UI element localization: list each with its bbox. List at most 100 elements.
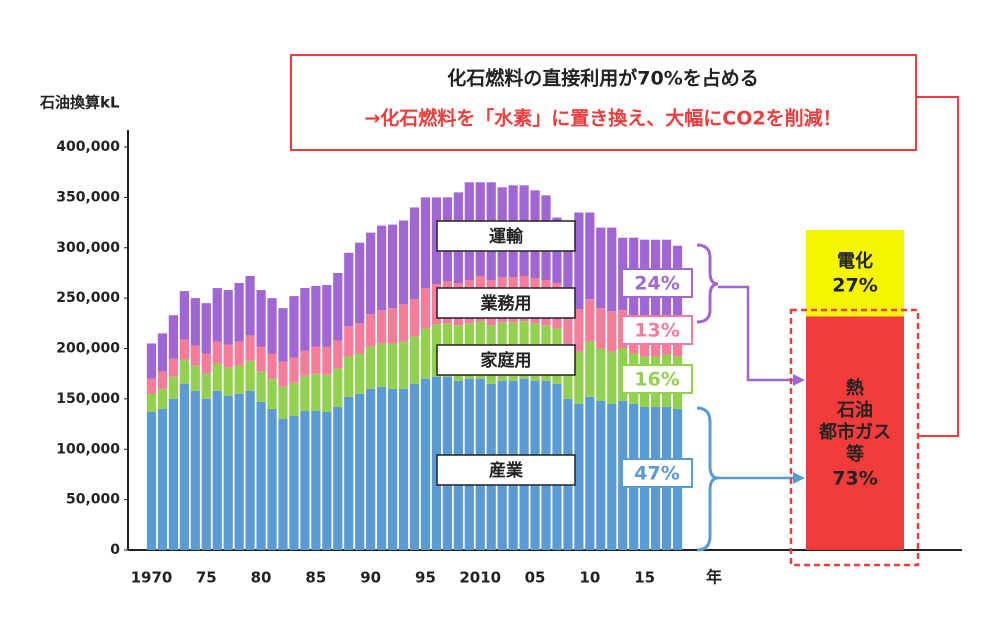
bar-segment bbox=[377, 225, 387, 311]
share-box bbox=[621, 315, 693, 345]
bar-segment bbox=[377, 386, 387, 550]
bar-segment bbox=[223, 367, 233, 396]
bar-segment bbox=[398, 388, 409, 550]
x-tick-label: 2010 bbox=[459, 569, 501, 587]
bar-segment bbox=[168, 376, 179, 399]
bar-segment bbox=[344, 356, 354, 397]
bar-segment bbox=[607, 351, 617, 404]
bar-segment bbox=[168, 358, 179, 377]
bar-segment bbox=[387, 224, 398, 309]
bar-segment bbox=[212, 341, 222, 364]
bar-segment bbox=[596, 227, 606, 309]
bar-segment bbox=[289, 416, 299, 550]
y-tick-label: 300,000 bbox=[56, 240, 120, 256]
y-label: 石油換算kL bbox=[39, 94, 120, 112]
bar-segment bbox=[344, 326, 354, 357]
bar-segment bbox=[190, 365, 200, 391]
bar-segment bbox=[234, 283, 244, 342]
bar-segment bbox=[289, 382, 299, 417]
y-tick-label: 400,000 bbox=[56, 139, 120, 155]
bar-segment bbox=[300, 410, 310, 550]
bar-segment bbox=[157, 388, 168, 409]
headline-box bbox=[290, 54, 917, 151]
bar-segment bbox=[256, 290, 266, 347]
bar-segment bbox=[201, 353, 211, 374]
mix-value: 27% bbox=[832, 275, 877, 297]
bar-segment bbox=[355, 393, 365, 550]
bar-segment bbox=[146, 378, 157, 394]
bar-segment bbox=[201, 303, 211, 354]
share-label: 13% bbox=[634, 320, 679, 342]
bar-segment bbox=[289, 296, 299, 358]
bar-segment bbox=[245, 390, 255, 550]
bar-segment bbox=[585, 299, 595, 342]
bar-segment bbox=[355, 242, 365, 324]
y-tick-label: 50,000 bbox=[66, 492, 120, 508]
x-unit: 年 bbox=[706, 568, 722, 587]
bar-segment bbox=[267, 353, 277, 379]
bar-segment bbox=[366, 314, 376, 347]
bar-segment bbox=[311, 346, 321, 374]
bar-segment bbox=[585, 341, 595, 397]
bar-segment bbox=[574, 309, 584, 352]
x-tick-label: 05 bbox=[525, 569, 546, 587]
share-label: 24% bbox=[634, 273, 679, 295]
brackets bbox=[696, 243, 805, 552]
bar-segment bbox=[212, 288, 222, 342]
bar-segment bbox=[300, 350, 310, 376]
bar-segment bbox=[333, 272, 343, 341]
bar-segment bbox=[223, 344, 233, 368]
bar-segment bbox=[223, 290, 233, 345]
bar-segment bbox=[179, 291, 189, 340]
mix-segment bbox=[806, 230, 904, 317]
x-tick-label: 75 bbox=[196, 569, 217, 587]
bar-segment bbox=[398, 341, 409, 389]
bar-segment bbox=[420, 328, 431, 379]
series-label: 家庭用 bbox=[481, 350, 532, 371]
bar-segment bbox=[563, 304, 573, 347]
x-tick-label: 1970 bbox=[131, 569, 173, 587]
bar-segment bbox=[387, 308, 398, 344]
bar-segment bbox=[278, 386, 288, 420]
subtitle: →化石燃料を「水素」に置き換え、大幅にCO2を削減！ bbox=[364, 107, 841, 130]
bar-segment bbox=[311, 410, 321, 550]
connector bbox=[916, 96, 959, 437]
bar-segment bbox=[311, 373, 321, 411]
share-box bbox=[621, 268, 693, 298]
bar-segment bbox=[300, 288, 310, 351]
bar-segment bbox=[377, 343, 387, 387]
bar-segment bbox=[322, 285, 332, 347]
bar-segment bbox=[596, 348, 606, 401]
bar-segment bbox=[146, 343, 157, 379]
series-label-box bbox=[436, 287, 576, 319]
bar-segment bbox=[344, 252, 354, 327]
series-label-box bbox=[436, 454, 576, 486]
bar-segment bbox=[234, 365, 244, 394]
series-label: 運輸 bbox=[489, 226, 524, 247]
mix-label: 都市ガス bbox=[818, 421, 891, 443]
bar-segment bbox=[168, 398, 179, 550]
bar-segment bbox=[322, 411, 332, 550]
bar-segment bbox=[387, 388, 398, 550]
bar-segment bbox=[179, 339, 189, 360]
x-tick-label: 95 bbox=[415, 569, 436, 587]
bar-segment bbox=[420, 378, 431, 550]
bar-segment bbox=[322, 346, 332, 375]
bar-segment bbox=[212, 390, 222, 550]
bar-segment bbox=[596, 308, 606, 349]
bar-segment bbox=[190, 298, 200, 346]
share-box bbox=[621, 364, 693, 394]
series-label-box bbox=[436, 220, 576, 252]
bar-segment bbox=[223, 395, 233, 550]
bar-segment bbox=[585, 212, 595, 300]
y-tick-label: 0 bbox=[110, 542, 120, 558]
x-tick-label: 15 bbox=[634, 569, 655, 587]
bar-segment bbox=[278, 308, 288, 362]
bar-segment bbox=[234, 341, 244, 366]
bar-segment bbox=[289, 357, 299, 383]
bar-segment bbox=[409, 383, 420, 550]
bar-segment bbox=[256, 401, 266, 550]
bar-segment bbox=[366, 388, 376, 550]
bar-segment bbox=[201, 373, 211, 399]
